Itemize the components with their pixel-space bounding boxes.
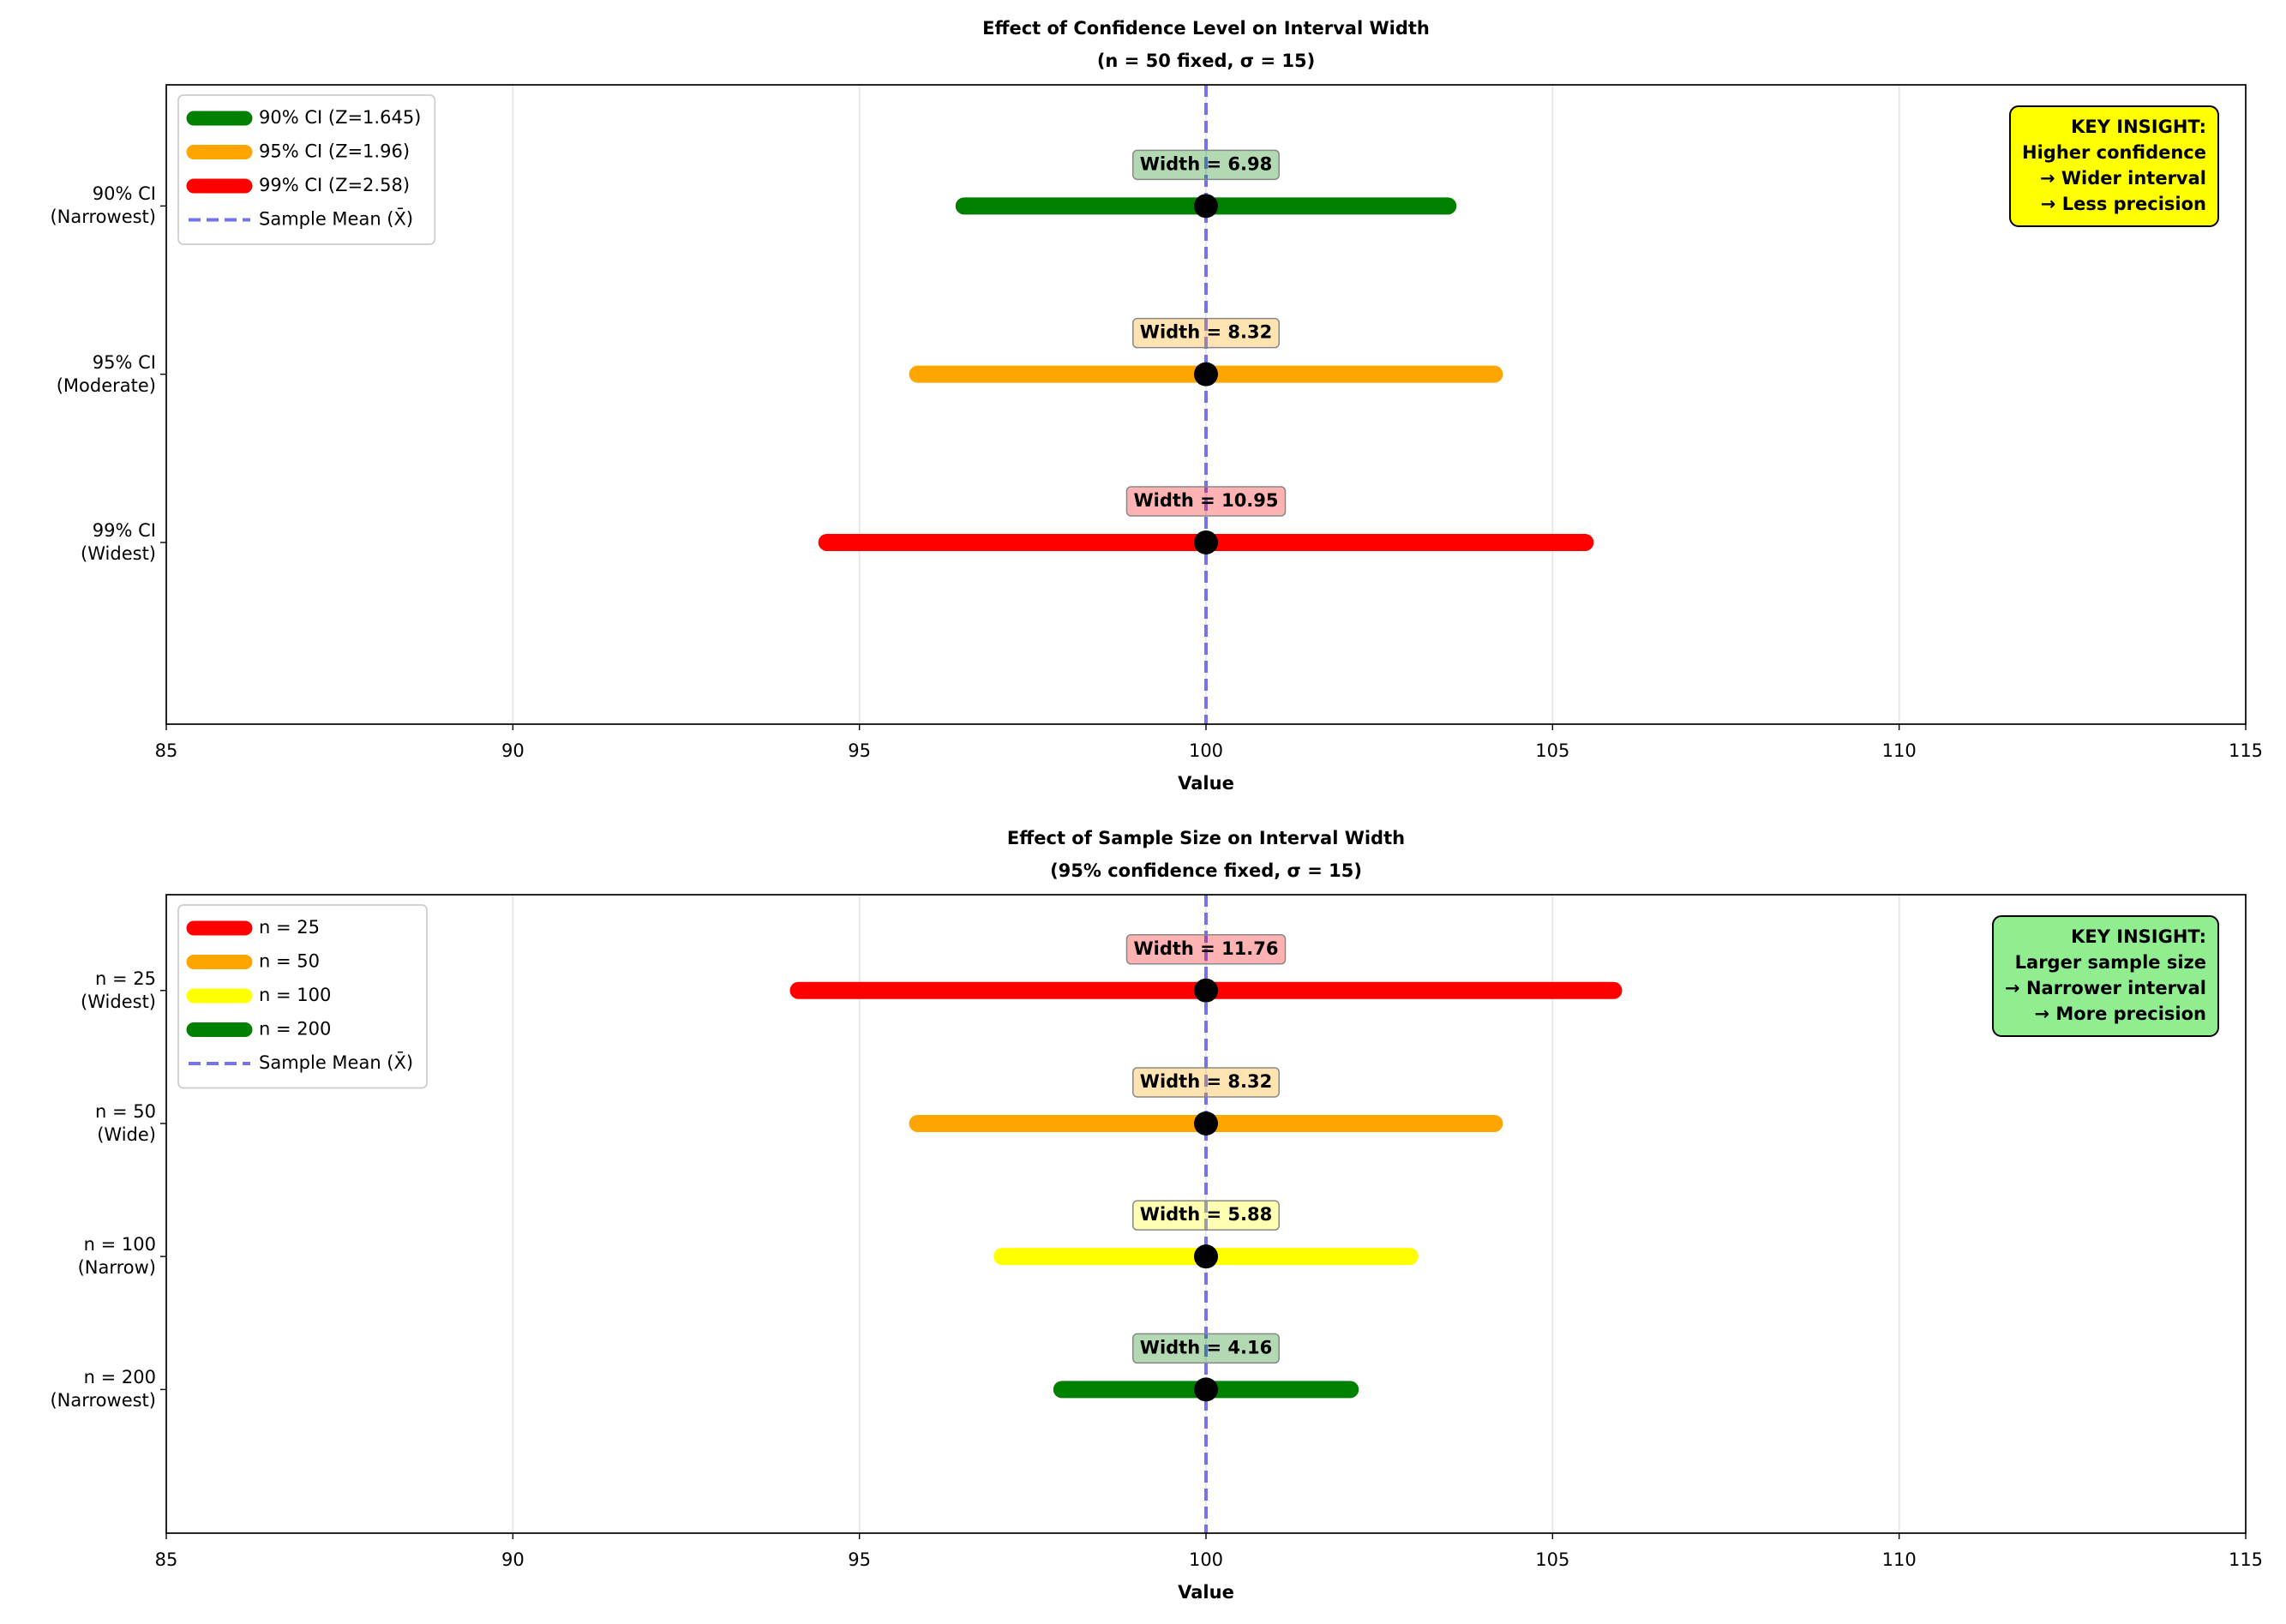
insight-text: Larger sample size — [2015, 952, 2206, 973]
y-tick-label: 90% CI (Narrowest) — [50, 183, 156, 228]
mean-point — [1194, 1244, 1218, 1269]
width-label-box — [1125, 934, 1287, 965]
width-label-box — [1132, 149, 1280, 181]
width-label: Width = 4.16 — [1132, 1333, 1280, 1364]
x-tick-label: 105 — [1535, 740, 1569, 761]
mean-point — [1194, 362, 1218, 387]
insight-text: → More precision — [2035, 1004, 2207, 1024]
legend-label: 99% CI (Z=2.58) — [259, 175, 410, 195]
width-label-box — [1132, 1333, 1280, 1364]
legend-label: n = 25 — [259, 917, 320, 938]
y-tick-label: 95% CI (Moderate) — [56, 351, 156, 396]
insight-text: → Wider interval — [2040, 168, 2206, 189]
axes-frame — [165, 84, 2247, 725]
width-label-text: Width = 6.98 — [1140, 153, 1272, 174]
width-label-text: Width = 11.76 — [1133, 938, 1278, 959]
width-label: Width = 6.98 — [1132, 149, 1280, 181]
insight-text: → Less precision — [2041, 194, 2206, 214]
x-tick-label: 110 — [1882, 740, 1917, 761]
insight-text: Higher confidence — [2022, 142, 2206, 163]
chart-subtitle: (n = 50 fixed, σ = 15) — [1097, 51, 1315, 71]
width-label-box — [1132, 1200, 1280, 1231]
x-tick-label: 110 — [1882, 1549, 1917, 1570]
width-label-text: Width = 8.32 — [1140, 322, 1272, 343]
legend: 90% CI (Z=1.645) 95% CI (Z=1.96) 99% CI (Z… — [177, 94, 436, 245]
legend-label: Sample Mean (X̄) — [259, 1052, 413, 1073]
width-label: Width = 5.88 — [1132, 1200, 1280, 1231]
chart-title: Effect of Sample Size on Interval Width — [1007, 828, 1405, 848]
width-label-box — [1125, 486, 1287, 517]
width-label-text: Width = 5.88 — [1140, 1204, 1272, 1225]
insight-text: → Narrower interval — [2005, 978, 2206, 998]
x-tick-label: 85 — [155, 740, 178, 761]
width-label: Width = 11.76 — [1125, 934, 1287, 965]
x-tick-label: 95 — [848, 740, 871, 761]
insight: KEY INSIGHT: Higher confidence → Wider int… — [2009, 105, 2219, 227]
y-tick-label: n = 100 (Narrow) — [77, 1234, 156, 1279]
insight-text: KEY INSIGHT: — [2071, 117, 2206, 137]
x-tick-label: 115 — [2229, 740, 2263, 761]
width-label-text: Width = 8.32 — [1140, 1071, 1272, 1092]
legend-label: n = 200 — [259, 1019, 331, 1040]
width-label-box — [1132, 317, 1280, 349]
y-tick-label: 99% CI (Widest) — [81, 519, 156, 564]
insight: KEY INSIGHT: Larger sample size → Narrower… — [1992, 915, 2219, 1037]
chart-title: Effect of Confidence Level on Interval W… — [982, 18, 1430, 39]
legend-label: n = 50 — [259, 951, 320, 972]
legend-label: 95% CI (Z=1.96) — [259, 141, 410, 162]
legend-label: n = 100 — [259, 985, 331, 1005]
x-tick-label: 90 — [501, 1549, 525, 1570]
width-label: Width = 10.95 — [1125, 486, 1287, 517]
mean-point — [1194, 978, 1218, 1003]
legend-label: 90% CI (Z=1.645) — [259, 107, 421, 128]
x-axis-label: Value — [1178, 773, 1234, 794]
mean-point — [1194, 1111, 1218, 1136]
legend-label: Sample Mean (X̄) — [259, 208, 413, 230]
insight-text: KEY INSIGHT: — [2071, 926, 2206, 947]
y-tick-label: n = 25 (Widest) — [81, 968, 156, 1012]
y-tick-label: n = 50 (Wide) — [95, 1100, 156, 1145]
width-label-box — [1132, 1067, 1280, 1098]
legend-box — [177, 94, 436, 245]
width-label: Width = 8.32 — [1132, 1067, 1280, 1098]
x-tick-label: 90 — [501, 740, 525, 761]
axes-frame — [165, 894, 2247, 1534]
x-tick-label: 105 — [1535, 1549, 1569, 1570]
mean-point — [1194, 1377, 1218, 1402]
x-tick-label: 100 — [1189, 740, 1223, 761]
width-label-text: Width = 10.95 — [1133, 490, 1278, 511]
y-tick-label: n = 200 (Narrowest) — [50, 1367, 156, 1411]
width-label: Width = 8.32 — [1132, 317, 1280, 349]
x-axis-label: Value — [1178, 1582, 1234, 1603]
x-tick-label: 85 — [155, 1549, 178, 1570]
mean-point — [1194, 530, 1218, 554]
x-tick-label: 100 — [1189, 1549, 1223, 1570]
insight-box — [1992, 915, 2219, 1037]
legend: n = 25 n = 50 n = 100 n = 200 Sample Mean (X… — [177, 904, 428, 1089]
x-tick-label: 115 — [2229, 1549, 2263, 1570]
mean-point — [1194, 194, 1218, 219]
insight-box — [2009, 105, 2219, 227]
legend-box — [177, 904, 428, 1089]
chart-subtitle: (95% confidence fixed, σ = 15) — [1050, 860, 1362, 881]
width-label-text: Width = 4.16 — [1140, 1337, 1272, 1357]
x-tick-label: 95 — [848, 1549, 871, 1570]
